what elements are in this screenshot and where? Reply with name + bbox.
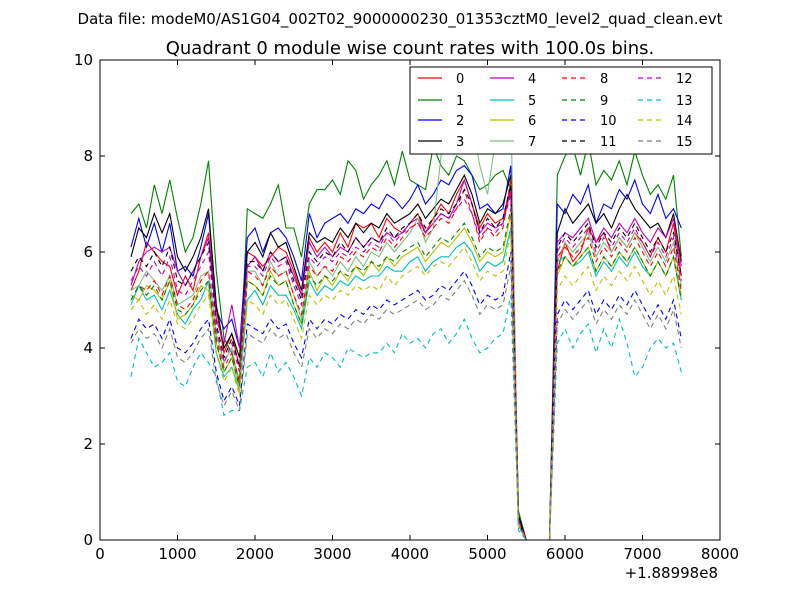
y-tick-label: 4 [83, 339, 93, 357]
x-axis-offset-label: +1.88998e8 [625, 564, 718, 582]
legend-label-2: 2 [456, 114, 464, 129]
series-line-10 [130, 251, 682, 541]
series-line-9 [130, 208, 682, 541]
y-tick-label: 8 [83, 147, 93, 165]
legend-label-4: 4 [528, 72, 536, 87]
legend-label-11: 11 [600, 135, 617, 150]
legend-label-0: 0 [456, 72, 464, 87]
series-line-15 [130, 266, 682, 541]
legend-label-3: 3 [456, 135, 464, 150]
series-line-5 [130, 227, 682, 541]
legend-label-5: 5 [528, 94, 536, 109]
x-tick-label: 5000 [468, 545, 506, 563]
legend-label-1: 1 [456, 94, 464, 109]
x-tick-label: 3000 [313, 545, 351, 563]
x-tick-label: 2000 [236, 545, 274, 563]
y-tick-label: 0 [83, 531, 93, 549]
legend-label-12: 12 [676, 72, 693, 87]
legend-label-9: 9 [600, 94, 608, 109]
y-tick-label: 6 [83, 243, 93, 261]
y-tick-label: 2 [83, 435, 93, 453]
x-tick-label: 7000 [623, 545, 661, 563]
series-line-8 [130, 179, 682, 541]
legend-box [409, 66, 713, 155]
legend-label-10: 10 [600, 114, 617, 129]
x-tick-label: 0 [95, 545, 105, 563]
x-tick-label: 1000 [158, 545, 196, 563]
x-tick-label: 4000 [391, 545, 429, 563]
chart-title: Quadrant 0 module wise count rates with … [166, 38, 655, 59]
legend-label-7: 7 [528, 135, 536, 150]
legend-label-8: 8 [600, 72, 608, 87]
x-tick-label: 6000 [546, 545, 584, 563]
series-layer [130, 103, 682, 541]
plot-area: 0 1000 2000 3000 4000 5000 6000 7000 8000 0 2 4 6 8 1… [74, 51, 739, 563]
legend-label-6: 6 [528, 114, 536, 129]
series-line-2 [130, 164, 682, 541]
series-line-12 [130, 194, 682, 541]
series-line-14 [130, 232, 682, 541]
x-tick-label: 8000 [701, 545, 739, 563]
figure-suptitle: Data file: modeM0/AS1G04_002T02_90000002… [78, 10, 723, 29]
series-line-4 [130, 178, 682, 541]
series-line-11 [130, 184, 682, 541]
legend-label-15: 15 [676, 135, 693, 150]
legend-label-13: 13 [676, 94, 693, 109]
legend-label-14: 14 [676, 114, 693, 129]
x-axis: 0 1000 2000 3000 4000 5000 6000 7000 8000 [95, 60, 739, 563]
y-tick-label: 10 [74, 51, 93, 69]
series-line-13 [130, 295, 682, 541]
